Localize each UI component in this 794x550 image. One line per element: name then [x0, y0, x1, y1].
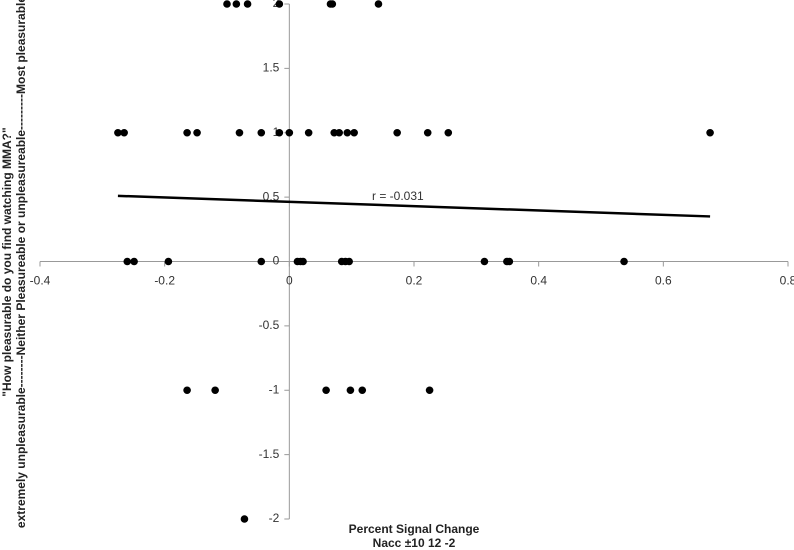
- point: [393, 128, 401, 137]
- y-tick-label: -2: [269, 511, 280, 525]
- point: [164, 257, 173, 266]
- x-tick-label: 0: [286, 274, 293, 288]
- point: [444, 128, 453, 137]
- x-tick-label: 0.6: [655, 274, 672, 288]
- point: [423, 128, 432, 137]
- point: [257, 128, 266, 137]
- point: [183, 386, 191, 395]
- x-tick-label: -0.2: [154, 274, 175, 288]
- point: [425, 386, 434, 395]
- point: [350, 128, 358, 137]
- point: [505, 257, 514, 266]
- point: [480, 257, 489, 266]
- point: [335, 128, 344, 137]
- point: [183, 128, 191, 137]
- point: [235, 128, 244, 137]
- y-axis-title: "How pleasurable do you find watching MM…: [0, 127, 14, 396]
- point: [299, 257, 307, 266]
- x-axis-title: Nacc ±10 12 -2: [373, 536, 456, 550]
- point: [114, 128, 122, 137]
- trendline: [117, 194, 711, 218]
- point: [346, 386, 355, 395]
- point: [345, 257, 353, 266]
- point: [304, 128, 313, 137]
- x-axis-title: Percent Signal Change: [349, 522, 480, 536]
- y-tick-label: -1.5: [259, 447, 280, 461]
- point: [193, 128, 201, 137]
- point: [343, 128, 352, 137]
- x-tick-label: 0.8: [780, 274, 794, 288]
- point: [223, 0, 231, 8]
- annotation: r = -0.031: [372, 189, 424, 203]
- point: [257, 257, 266, 266]
- point: [211, 386, 219, 395]
- point: [275, 128, 284, 137]
- point: [232, 0, 241, 8]
- point: [275, 0, 284, 8]
- y-tick-label: -1: [269, 382, 280, 396]
- x-tick-label: 0.4: [530, 274, 547, 288]
- point: [130, 257, 138, 266]
- point: [374, 0, 383, 8]
- point: [620, 257, 628, 266]
- x-tick-label: -0.4: [30, 274, 51, 288]
- y-axis-title: extremely unpleasurable--------Neither P…: [14, 0, 28, 528]
- point: [706, 128, 714, 137]
- point: [240, 515, 249, 523]
- point: [285, 128, 294, 137]
- point: [322, 386, 330, 395]
- y-tick-label: 0: [273, 254, 280, 268]
- point: [120, 128, 128, 137]
- point: [243, 0, 252, 8]
- point: [358, 386, 367, 395]
- x-tick-label: 0.2: [406, 274, 423, 288]
- point: [123, 257, 132, 266]
- y-tick-label: 1.5: [263, 61, 280, 75]
- y-tick-label: -0.5: [259, 318, 280, 332]
- point: [328, 0, 337, 8]
